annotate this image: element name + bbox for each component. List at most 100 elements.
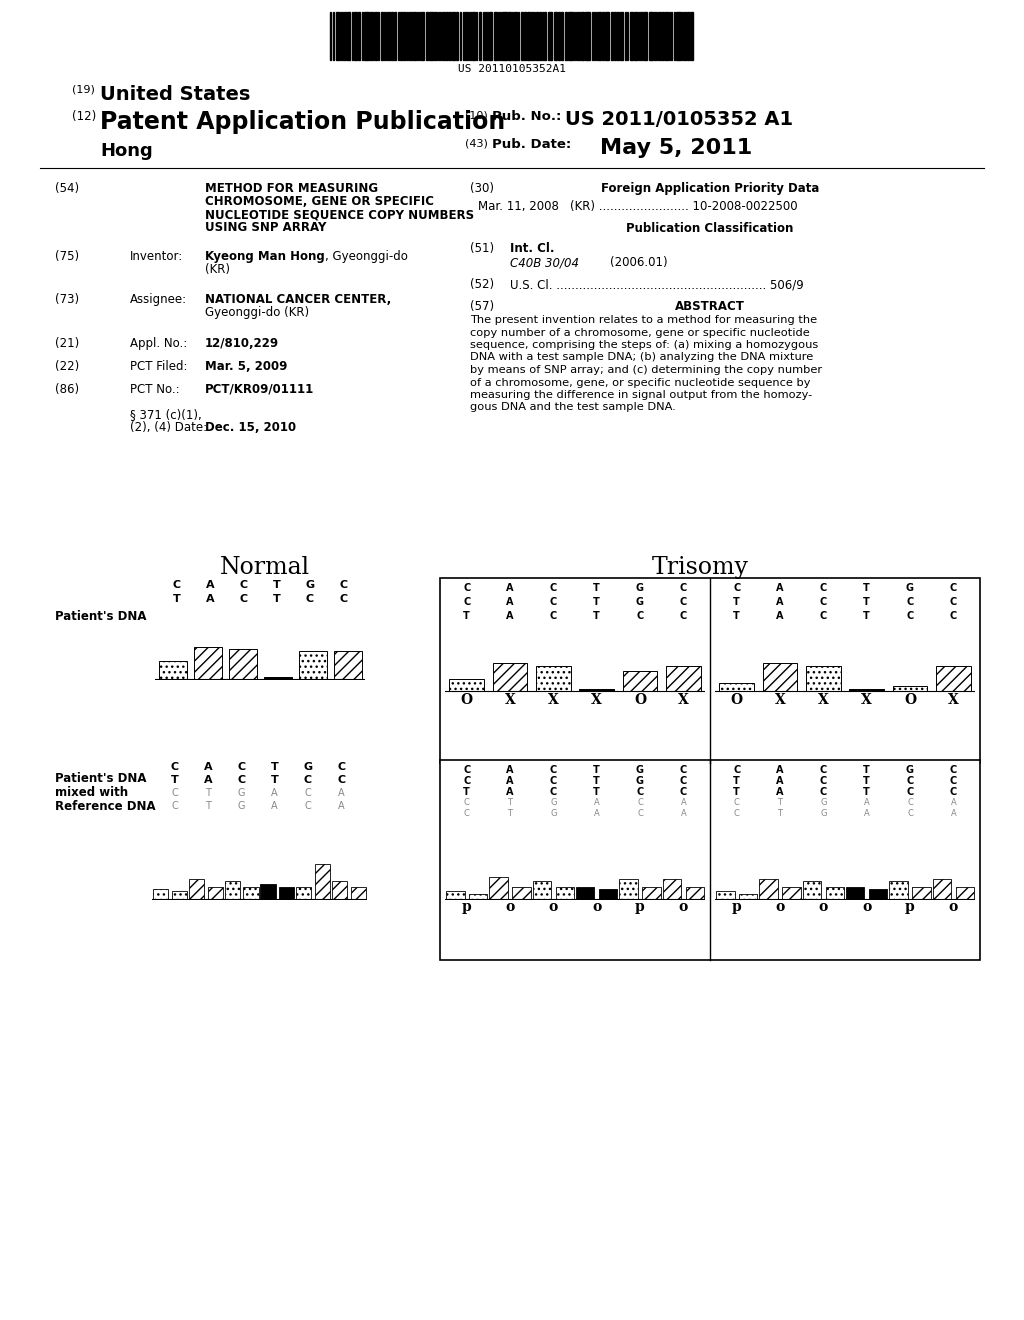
Text: C: C bbox=[171, 788, 178, 799]
Bar bbox=[663, 879, 681, 899]
Bar bbox=[643, 12, 644, 59]
Bar bbox=[782, 887, 801, 899]
Text: X: X bbox=[861, 693, 872, 708]
Text: A: A bbox=[271, 801, 278, 810]
Bar bbox=[653, 12, 656, 59]
Text: A: A bbox=[506, 787, 514, 797]
Text: Patent Application Publication: Patent Application Publication bbox=[100, 110, 505, 135]
Text: o: o bbox=[948, 900, 958, 913]
Text: (75): (75) bbox=[55, 249, 79, 263]
Bar bbox=[391, 12, 392, 59]
Text: T: T bbox=[863, 776, 870, 785]
Bar bbox=[634, 12, 636, 59]
Bar bbox=[662, 12, 664, 59]
Bar bbox=[625, 12, 626, 59]
Text: C: C bbox=[637, 809, 643, 818]
Text: C: C bbox=[906, 787, 913, 797]
Text: C: C bbox=[906, 597, 913, 607]
Bar bbox=[648, 12, 650, 59]
Text: o: o bbox=[679, 900, 688, 913]
Text: T: T bbox=[733, 776, 740, 785]
Text: PCT No.:: PCT No.: bbox=[130, 383, 179, 396]
Text: C: C bbox=[238, 762, 246, 772]
Bar bbox=[651, 12, 653, 59]
Text: A: A bbox=[204, 762, 212, 772]
Text: gous DNA and the test sample DNA.: gous DNA and the test sample DNA. bbox=[470, 403, 676, 412]
Text: T: T bbox=[733, 787, 740, 797]
Text: C: C bbox=[949, 776, 957, 785]
Text: T: T bbox=[593, 776, 600, 785]
Bar bbox=[580, 689, 614, 690]
Bar bbox=[893, 686, 928, 690]
Bar bbox=[679, 12, 681, 59]
Text: C: C bbox=[238, 775, 246, 785]
Bar bbox=[228, 649, 256, 678]
Bar bbox=[413, 12, 416, 59]
Text: US 20110105352A1: US 20110105352A1 bbox=[458, 63, 566, 74]
Text: (73): (73) bbox=[55, 293, 79, 306]
Text: C: C bbox=[819, 583, 827, 593]
Text: A: A bbox=[506, 611, 514, 620]
Text: Mar. 11, 2008: Mar. 11, 2008 bbox=[478, 201, 559, 213]
Bar bbox=[394, 12, 395, 59]
Bar bbox=[544, 12, 546, 59]
Text: X: X bbox=[505, 693, 515, 708]
Bar bbox=[370, 12, 372, 59]
Text: T: T bbox=[863, 787, 870, 797]
Text: (12): (12) bbox=[72, 110, 96, 123]
Text: A: A bbox=[204, 775, 212, 785]
Text: A: A bbox=[594, 799, 599, 807]
Text: T: T bbox=[508, 799, 512, 807]
Bar bbox=[402, 12, 404, 59]
Bar bbox=[449, 12, 451, 59]
Bar bbox=[384, 12, 385, 59]
Bar bbox=[508, 12, 511, 59]
Text: X: X bbox=[948, 693, 958, 708]
Bar bbox=[617, 12, 618, 59]
Bar bbox=[224, 880, 240, 899]
Text: C: C bbox=[949, 583, 957, 593]
Bar bbox=[846, 887, 864, 899]
Text: (30): (30) bbox=[470, 182, 494, 195]
Text: (57): (57) bbox=[470, 300, 495, 313]
Bar bbox=[601, 12, 603, 59]
Bar bbox=[299, 651, 327, 678]
Text: T: T bbox=[205, 788, 211, 799]
Bar bbox=[933, 879, 951, 899]
Bar bbox=[611, 12, 613, 59]
Text: C: C bbox=[463, 597, 470, 607]
Text: Patient's DNA: Patient's DNA bbox=[55, 772, 146, 785]
Bar bbox=[502, 12, 505, 59]
Bar bbox=[676, 12, 679, 59]
Text: Dec. 15, 2010: Dec. 15, 2010 bbox=[205, 421, 296, 434]
Bar bbox=[364, 12, 367, 59]
Text: C: C bbox=[949, 611, 957, 620]
Text: p: p bbox=[732, 900, 741, 913]
Bar bbox=[599, 888, 617, 899]
Text: (KR): (KR) bbox=[205, 263, 230, 276]
Text: C: C bbox=[819, 611, 827, 620]
Text: o: o bbox=[775, 900, 784, 913]
Text: mixed with: mixed with bbox=[55, 785, 128, 799]
Text: T: T bbox=[272, 594, 281, 605]
Text: A: A bbox=[506, 766, 514, 775]
Bar bbox=[159, 661, 186, 678]
Bar bbox=[581, 12, 583, 59]
Text: O: O bbox=[904, 693, 916, 708]
Bar bbox=[607, 12, 609, 59]
Bar bbox=[388, 12, 390, 59]
Bar bbox=[332, 880, 347, 899]
Text: C: C bbox=[949, 787, 957, 797]
Text: USING SNP ARRAY: USING SNP ARRAY bbox=[205, 220, 327, 234]
Text: CHROMOSOME, GENE OR SPECIFIC: CHROMOSOME, GENE OR SPECIFIC bbox=[205, 195, 434, 209]
Text: A: A bbox=[776, 583, 783, 593]
Bar bbox=[486, 12, 488, 59]
Text: T: T bbox=[173, 594, 180, 605]
Text: T: T bbox=[270, 762, 279, 772]
Bar bbox=[188, 879, 204, 899]
Bar bbox=[561, 12, 563, 59]
Bar bbox=[343, 12, 345, 59]
Text: G: G bbox=[906, 766, 914, 775]
Text: T: T bbox=[777, 799, 782, 807]
Text: G: G bbox=[636, 776, 644, 785]
